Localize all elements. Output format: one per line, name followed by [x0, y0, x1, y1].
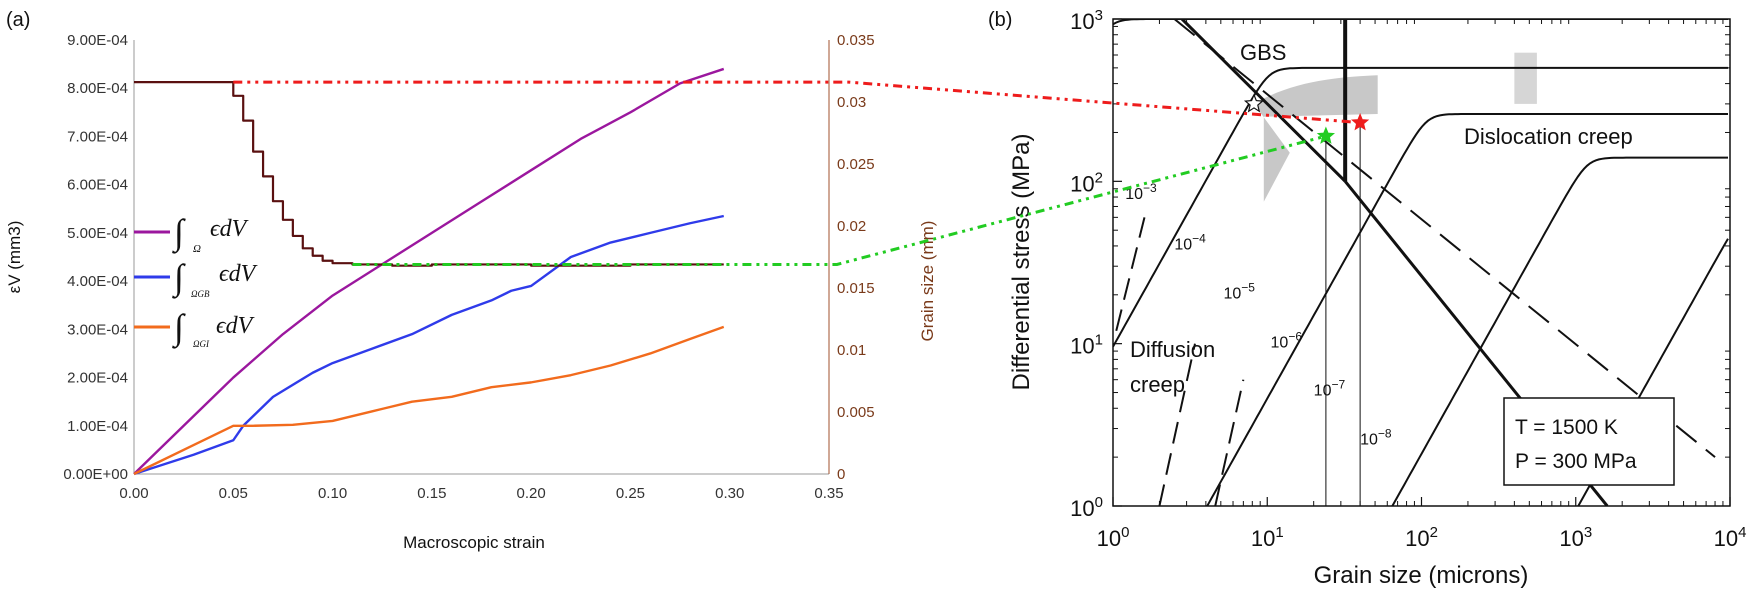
- panel-b-ticks: 100 101 102 103 104 100 101 102 103: [1070, 7, 1746, 551]
- open-star: [1243, 93, 1264, 113]
- strain-rate-curve: [1113, 19, 1728, 26]
- y-tick-label: 0.00E+00: [63, 466, 128, 483]
- panel-a-legend: ∫ Ω ϵdV ∫ ΩGB ϵdV ∫ ΩGI ϵdV: [134, 212, 258, 349]
- x-tick-label: 0.15: [417, 485, 446, 502]
- x-tick-label: 0.10: [318, 485, 347, 502]
- y-tick-label: 3.00E-04: [67, 321, 128, 338]
- x-tick-label: 101: [1251, 524, 1284, 551]
- panel-a-axes: [133, 40, 830, 475]
- y-tick-label: 103: [1070, 7, 1103, 34]
- legend-sub-omega-gi: ΩGI: [193, 339, 210, 349]
- legend-text-omega-gb: ϵdV: [219, 261, 258, 287]
- panel-a-y2-label: Grain size (mm): [918, 221, 937, 342]
- y2-tick-label: 0.01: [837, 342, 866, 359]
- diffusion-dash: [1158, 343, 1196, 506]
- temperature-label: T = 1500 K: [1515, 416, 1618, 439]
- y2-tick-label: 0.02: [837, 218, 866, 235]
- x-tick-label: 104: [1714, 524, 1747, 551]
- x-tick-label: 0.00: [119, 485, 148, 502]
- legend-integral-symbol: ∫: [172, 257, 186, 299]
- panel-a-x-ticks: 0.00 0.05 0.10 0.15 0.20 0.25 0.30 0.35: [119, 485, 843, 502]
- red-star: [1351, 113, 1370, 131]
- panel-b-rate-labels: 10−3 10−4 10−5 10−6 10−7 10−8: [1125, 181, 1392, 448]
- y-tick-label: 100: [1070, 494, 1103, 521]
- panel-a-y-label: εV (mm3): [5, 221, 24, 294]
- y-tick-label: 9.00E-04: [67, 32, 128, 49]
- x-tick-label: 0.05: [219, 485, 248, 502]
- y-tick-label: 4.00E-04: [67, 273, 128, 290]
- legend-entry-omega-gi: ∫ ΩGI ϵdV: [134, 307, 255, 349]
- legend-entry-omega-gb: ∫ ΩGB ϵdV: [134, 257, 258, 299]
- green-dashed-connector: [352, 134, 1327, 266]
- y2-tick-label: 0.03: [837, 94, 866, 111]
- strain-rate-label: 10−3: [1125, 181, 1157, 203]
- strain-rate-curve: [1113, 66, 1728, 348]
- x-tick-label: 103: [1559, 524, 1592, 551]
- panel-a-x-label: Macroscopic strain: [403, 533, 545, 552]
- diffusion-creep-label-1: Diffusion: [1130, 337, 1215, 362]
- legend-entry-omega: ∫ Ω ϵdV: [134, 212, 249, 255]
- y-tick-label: 5.00E-04: [67, 225, 128, 242]
- y-tick-label: 1.00E-04: [67, 418, 128, 435]
- connectors: [233, 80, 1361, 266]
- legend-text-omega: ϵdV: [210, 216, 249, 242]
- y-tick-label: 102: [1070, 169, 1103, 196]
- conditions-box: T = 1500 K P = 300 MPa: [1503, 397, 1675, 486]
- panel-b-label: (b): [988, 9, 1012, 31]
- panel-a-series: [133, 67, 725, 476]
- legend-sub-omega-gb: ΩGB: [191, 289, 210, 299]
- strain-rate-label: 10−6: [1271, 329, 1303, 351]
- panel-b-markers: [1243, 93, 1370, 144]
- x-tick-label: 0.30: [715, 485, 744, 502]
- gbs-label: GBS: [1240, 40, 1286, 65]
- strain-rate-label: 10−4: [1174, 232, 1206, 254]
- pressure-label: P = 300 MPa: [1515, 450, 1637, 473]
- green-star: [1316, 126, 1335, 144]
- y-tick-label: 7.00E-04: [67, 128, 128, 145]
- y2-tick-label: 0.015: [837, 280, 875, 297]
- panel-a-y-ticks: 0.00E+00 1.00E-04 2.00E-04 3.00E-04 4.00E-04…: [63, 32, 128, 483]
- panel-b-x-label: Grain size (microns): [1314, 562, 1529, 589]
- panel-b-y-label: Differential stress (MPa): [1008, 134, 1035, 391]
- y2-tick-label: 0.035: [837, 32, 875, 49]
- diffusion-creep-label-2: creep: [1130, 372, 1185, 397]
- x-tick-label: 0.25: [616, 485, 645, 502]
- series-line-grain-size: [134, 81, 724, 267]
- panel-a-y2-ticks: 0 0.005 0.01 0.015 0.02 0.025 0.03 0.035: [837, 32, 875, 483]
- diffusion-dash: [1214, 379, 1245, 506]
- x-tick-label: 100: [1097, 524, 1130, 551]
- series-line-omega: [133, 67, 725, 475]
- dashed-boundary: [1173, 19, 1716, 458]
- strain-rate-curve: [1391, 156, 1728, 506]
- y2-tick-label: 0.025: [837, 156, 875, 173]
- y-tick-label: 2.00E-04: [67, 370, 128, 387]
- panel-a-label: (a): [6, 9, 30, 31]
- transition-region: [1253, 75, 1378, 202]
- strain-rate-label: 10−8: [1360, 426, 1392, 448]
- strain-rate-curve: [1206, 113, 1728, 506]
- y2-tick-label: 0.005: [837, 404, 875, 421]
- strain-rate-curve: [1577, 238, 1729, 506]
- x-tick-label: 0.35: [814, 485, 843, 502]
- strain-rate-label: 10−7: [1314, 377, 1346, 399]
- legend-integral-symbol: ∫: [172, 212, 186, 254]
- x-tick-label: 0.20: [517, 485, 546, 502]
- dislocation-creep-label: Dislocation creep: [1464, 124, 1633, 149]
- series-line-omega_gi: [133, 325, 725, 476]
- legend-integral-symbol: ∫: [172, 307, 186, 349]
- x-tick-label: 102: [1405, 524, 1438, 551]
- y-tick-label: 6.00E-04: [67, 177, 128, 194]
- series-line-omega_gb: [133, 214, 725, 476]
- red-dashed-connector: [233, 80, 1361, 125]
- y-tick-label: 8.00E-04: [67, 80, 128, 97]
- legend-sub-omega: Ω: [193, 243, 201, 255]
- legend-text-omega-gi: ϵdV: [216, 313, 255, 339]
- diffusion-dash: [1115, 217, 1146, 332]
- natural-region: [1514, 52, 1537, 104]
- strain-rate-label: 10−5: [1223, 280, 1255, 302]
- y-tick-label: 101: [1070, 332, 1103, 359]
- y2-tick-label: 0: [837, 466, 845, 483]
